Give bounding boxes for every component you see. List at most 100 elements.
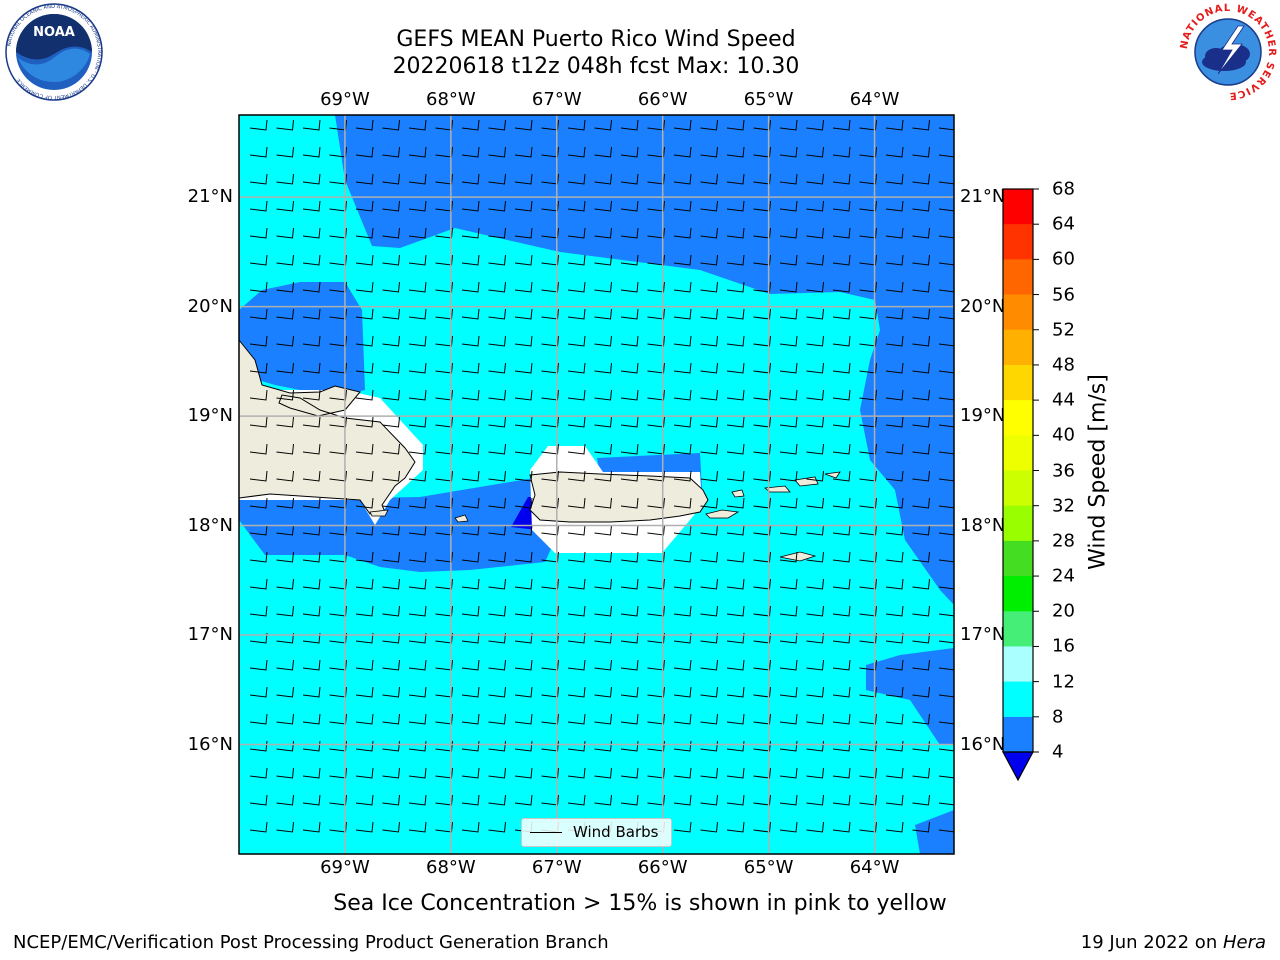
wind-barb: [302, 308, 321, 320]
wind-barb: [567, 146, 586, 158]
wind-barb: [938, 748, 954, 752]
virgin-gorda-land: [824, 471, 841, 479]
wind-barb: [753, 524, 771, 536]
wind-barb: [514, 416, 533, 428]
wind-barb: [938, 397, 954, 401]
wind-barb: [753, 416, 771, 428]
wind-barb: [488, 470, 506, 482]
wind-barb: [488, 794, 506, 806]
wind-barb: [461, 227, 480, 239]
wind-barb: [806, 686, 824, 698]
wind-barb: [249, 578, 268, 590]
wind-barb: [276, 389, 294, 401]
wind-barb: [408, 227, 427, 239]
wind-barb: [779, 173, 798, 185]
wind-barb: [620, 794, 639, 806]
wind-barb: [461, 713, 480, 725]
wind-barb: [355, 713, 374, 725]
wind-barb: [912, 146, 930, 158]
wind-barb: [859, 686, 877, 698]
wind-barb: [302, 200, 321, 212]
wind-barb: [249, 146, 268, 158]
wind-barb: [249, 362, 268, 374]
wind-barb: [673, 686, 692, 698]
wind-barb: [408, 146, 427, 158]
colorbar-segment: [1003, 400, 1033, 436]
wind-barb: [488, 659, 506, 671]
wind-barb: [488, 335, 506, 347]
lon-tick-label-top: 69°W: [320, 89, 370, 110]
mona-island-land: [454, 514, 469, 523]
wind-barb: [620, 227, 639, 239]
wind-barb: [514, 632, 533, 644]
wind-barb: [700, 821, 718, 833]
wind-barb: [832, 389, 851, 401]
wind-barb: [461, 173, 480, 185]
wind-barb: [620, 200, 639, 212]
wind-barb: [859, 308, 877, 320]
colorbar-segment: [1003, 646, 1033, 683]
wind-barb: [885, 659, 904, 671]
wind-barb: [514, 578, 533, 590]
colorbar-tick-label: 24: [1052, 565, 1075, 587]
wind-barb: [594, 713, 612, 725]
colorbar-segment: [1003, 189, 1033, 225]
wind-barb: [594, 767, 612, 779]
wind-barb: [726, 227, 745, 239]
wind-barb: [382, 605, 400, 617]
wind-barb: [276, 227, 294, 239]
wind-barb: [912, 767, 930, 779]
wind-barb: [938, 667, 954, 671]
wind-barb: [488, 281, 506, 293]
wind-barb: [832, 416, 851, 428]
wind-band-4-8-east: [860, 310, 954, 605]
wind-barb: [355, 551, 374, 563]
wind-barb: [859, 335, 877, 347]
wind-barb: [620, 335, 639, 347]
wind-barb: [382, 713, 400, 725]
wind-barb: [620, 713, 639, 725]
wind-barb: [700, 524, 718, 536]
wind-barb: [647, 632, 665, 644]
wind-barb: [355, 416, 374, 428]
vieques-land: [705, 509, 740, 519]
wind-barb: [859, 713, 877, 725]
noaa-text: NOAA: [33, 25, 75, 40]
colorbar-tick-label: 8: [1052, 706, 1064, 728]
wind-barb: [912, 713, 930, 725]
wind-barb: [355, 470, 374, 482]
wind-barb: [938, 694, 954, 698]
wind-barb: [885, 443, 904, 455]
wind-barb: [382, 578, 400, 590]
wind-barb: [276, 308, 294, 320]
wind-barb: [276, 443, 294, 455]
wind-barb: [726, 335, 745, 347]
wind-barb: [594, 443, 612, 455]
wind-barb: [806, 470, 824, 482]
sea-ice-caption: Sea Ice Concentration > 15% is shown in …: [333, 891, 947, 916]
wind-barb: [302, 659, 321, 671]
lat-tick-label-right: 19°N: [960, 405, 1006, 427]
wind-barb: [567, 632, 586, 644]
wind-barb: [753, 146, 771, 158]
wind-barb: [779, 551, 798, 563]
wind-barb: [859, 119, 877, 131]
wind-barb: [647, 146, 665, 158]
wind-barb: [620, 605, 639, 617]
wind-barb: [302, 794, 321, 806]
wind-barb: [276, 146, 294, 158]
lon-tick-label-bottom: 66°W: [637, 857, 688, 878]
wind-barb: [938, 262, 954, 266]
wind-barb: [276, 200, 294, 212]
wind-barb: [382, 281, 400, 293]
wind-barb: [647, 389, 665, 401]
wind-barb: [594, 308, 612, 320]
wind-barb: [302, 119, 321, 131]
wind-barb: [488, 632, 506, 644]
wind-barb: [938, 613, 954, 617]
lat-tick-label-right: 18°N: [960, 514, 1006, 536]
wind-barb: [779, 227, 798, 239]
wind-barb: [620, 416, 639, 428]
wind-barb: [647, 767, 665, 779]
wind-barb: [753, 443, 771, 455]
